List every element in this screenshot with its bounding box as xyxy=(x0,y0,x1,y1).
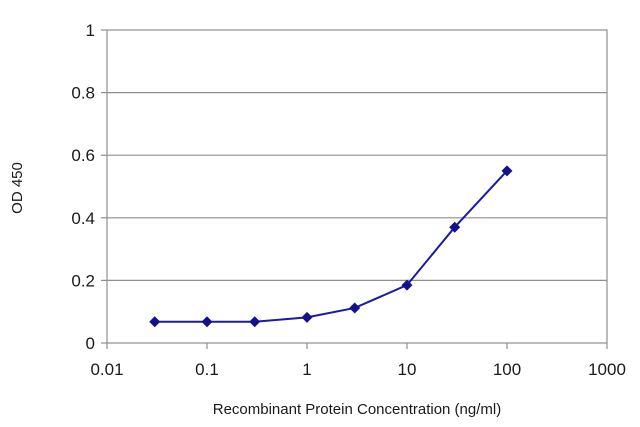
data-point xyxy=(301,311,313,323)
plot-frame xyxy=(106,29,608,344)
x-tick-label: 100 xyxy=(493,360,521,379)
data-point xyxy=(201,316,213,328)
grid-lines xyxy=(101,29,607,344)
y-tick-label: 0 xyxy=(86,334,95,353)
plot-area xyxy=(107,30,607,343)
x-tick-label: 0.1 xyxy=(195,360,219,379)
x-tick-label: 1 xyxy=(302,360,311,379)
data-point xyxy=(249,316,261,328)
x-tick-label: 0.01 xyxy=(90,360,123,379)
data-point xyxy=(349,302,361,314)
x-tick-marks xyxy=(106,343,608,349)
data-point xyxy=(401,279,413,291)
y-tick-label: 1 xyxy=(86,21,95,40)
x-tick-label: 10 xyxy=(398,360,417,379)
x-tick-labels: 0.01 0.1 1 10 100 1000 xyxy=(90,360,625,379)
data-point xyxy=(501,165,513,177)
series-line xyxy=(154,170,508,323)
x-tick-label: 1000 xyxy=(588,360,626,379)
y-tick-labels: 0 0.2 0.4 0.6 0.8 1 xyxy=(71,21,95,353)
data-point xyxy=(449,221,461,233)
x-axis-label: Recombinant Protein Concentration (ng/ml… xyxy=(213,401,501,418)
y-axis-label: OD 450 xyxy=(9,162,26,214)
y-tick-label: 0.6 xyxy=(71,146,95,165)
y-tick-label: 0.4 xyxy=(71,209,95,228)
y-tick-label: 0.2 xyxy=(71,271,95,290)
series-group xyxy=(149,165,513,328)
y-tick-label: 0.8 xyxy=(71,84,95,103)
data-point xyxy=(149,316,161,328)
